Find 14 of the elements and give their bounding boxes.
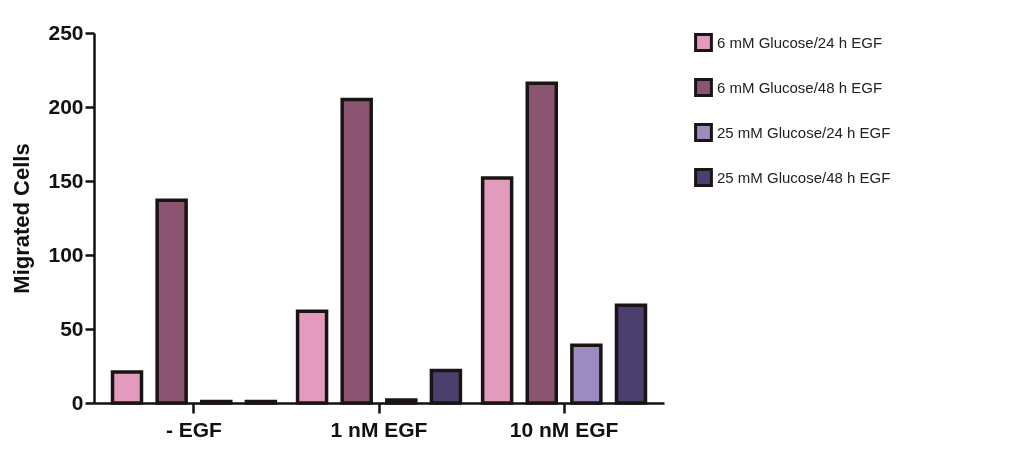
legend-label: 25 mM Glucose/48 h EGF [717, 168, 891, 186]
x-tick-label: - EGF [165, 417, 223, 441]
y-tick-label: 150 [48, 168, 84, 192]
legend-label: 6 mM Glucose/24 h EGF [717, 33, 883, 51]
legend-label: 6 mM Glucose/48 h EGF [717, 78, 883, 96]
y-axis-title: Migrated Cells [9, 143, 35, 294]
x-tick-label: 1 nM EGF [330, 417, 428, 441]
y-tick-label: 0 [71, 390, 84, 414]
y-tick-label: 100 [48, 242, 84, 266]
x-tick-label: 10 nM EGF [509, 417, 619, 441]
y-tick-label: 200 [48, 94, 84, 118]
legend-label: 25 mM Glucose/24 h EGF [717, 123, 891, 141]
y-tick-label: 50 [60, 316, 84, 340]
y-tick-label: 250 [48, 20, 84, 44]
